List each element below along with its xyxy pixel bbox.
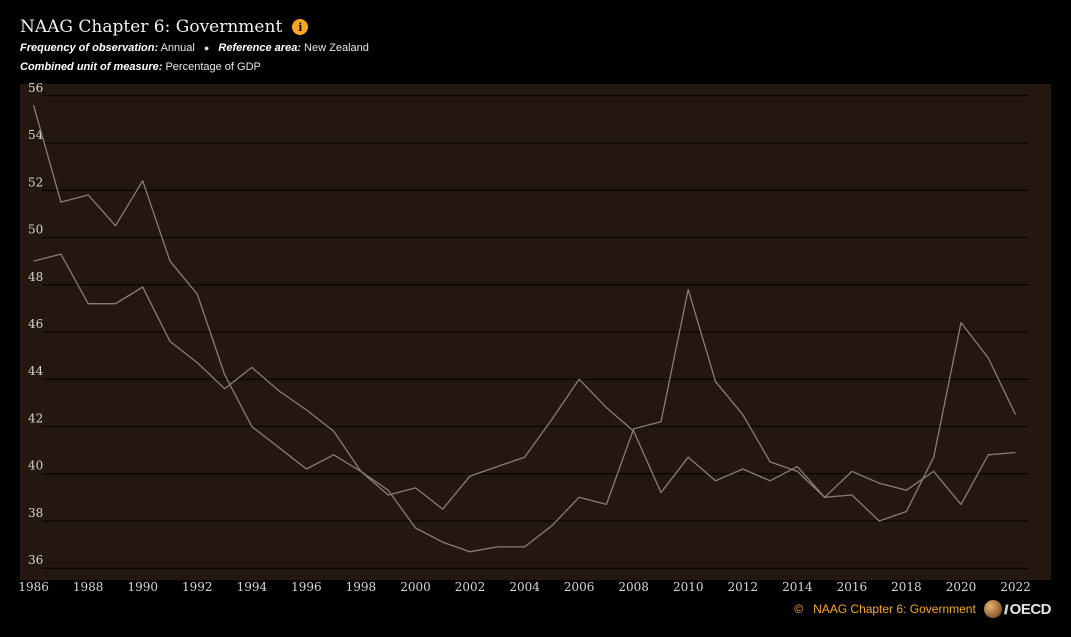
oecd-globe-icon (983, 600, 1002, 618)
x-tick-label: 2000 (400, 580, 431, 594)
x-tick-label: 2022 (1000, 580, 1031, 594)
x-tick-label: 2012 (728, 580, 759, 594)
oecd-bars-icon: /// (1003, 601, 1009, 617)
y-tick-label: 42 (28, 411, 43, 425)
series-line-2 (33, 253, 1016, 510)
x-tick-label: 2006 (564, 580, 595, 594)
title-row: NAAG Chapter 6: Government i (20, 17, 309, 37)
oecd-logo-text: OECD (1009, 600, 1052, 618)
x-tick-label: 1988 (73, 580, 104, 594)
x-tick-label: 2016 (837, 580, 868, 594)
oecd-logo[interactable]: /// OECD (983, 600, 1052, 618)
x-tick-label: 1990 (127, 580, 158, 594)
y-tick-label: 50 (28, 223, 43, 237)
copyright-symbol: © (794, 602, 804, 616)
filter-value-frequency: Annual (160, 42, 195, 54)
y-tick-label: 38 (28, 506, 43, 520)
footer: © NAAG Chapter 6: Government /// OECD (794, 600, 1052, 618)
filter-label-reference-area: Reference area: (218, 42, 301, 54)
x-tick-label: 2010 (673, 580, 704, 594)
y-tick-label: 54 (28, 128, 44, 142)
y-tick-label: 56 (28, 81, 43, 95)
y-tick-label: 44 (28, 364, 44, 378)
footer-source[interactable]: © NAAG Chapter 6: Government (794, 602, 976, 616)
x-tick-label: 1998 (346, 580, 377, 594)
separator-dot-icon: ● (203, 43, 210, 53)
series-line-1 (32, 105, 1017, 553)
filter-value-unit: Percentage of GDP (165, 61, 261, 73)
filter-label-frequency: Frequency of observation: (20, 42, 159, 54)
filter-line-1: Frequency of observation: Annual ● Refer… (20, 42, 369, 54)
filter-line-2: Combined unit of measure: Percentage of … (20, 61, 261, 73)
x-tick-label: 1992 (182, 580, 213, 594)
y-tick-label: 36 (28, 553, 43, 567)
filter-value-reference-area: New Zealand (304, 42, 369, 54)
y-tick-label: 48 (28, 270, 43, 284)
y-tick-label: 46 (28, 317, 43, 331)
filter-label-unit: Combined unit of measure: (20, 61, 163, 73)
x-tick-label: 2002 (455, 580, 486, 594)
x-tick-label: 1986 (18, 580, 49, 594)
x-tick-label: 2018 (891, 580, 922, 594)
x-tick-label: 2008 (618, 580, 649, 594)
x-tick-label: 2004 (509, 580, 540, 594)
x-tick-label: 2020 (946, 580, 977, 594)
y-tick-label: 52 (28, 175, 43, 189)
chart-title: NAAG Chapter 6: Government (20, 17, 283, 37)
y-tick-label: 40 (28, 459, 43, 473)
x-tick-label: 1994 (237, 580, 268, 594)
x-tick-label: 2014 (782, 580, 813, 594)
info-icon[interactable]: i (292, 19, 309, 35)
x-tick-label: 1996 (291, 580, 322, 594)
footer-source-text: NAAG Chapter 6: Government (813, 602, 976, 616)
